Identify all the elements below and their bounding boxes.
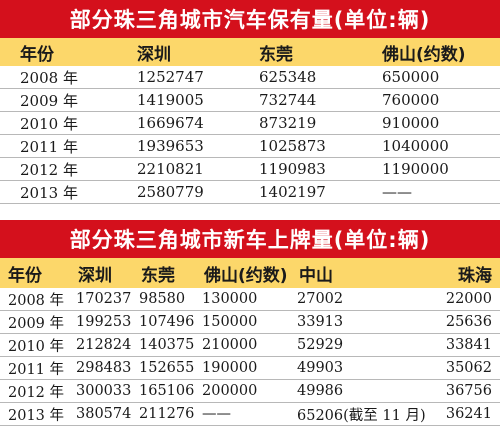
cell-dongguan: 107496 [133, 310, 196, 334]
cell-zhongshan: 33913 [291, 310, 431, 334]
header-dongguan: 东莞 [237, 38, 360, 66]
cell-foshan: 190000 [196, 356, 291, 380]
table-row: 2011 年 1939653 1025873 1040000 [0, 134, 500, 158]
header-dongguan: 东莞 [133, 258, 196, 288]
table-row: 2010 年 212824 140375 210000 52929 33841 [0, 333, 500, 357]
header-foshan: 佛山(约数) [196, 258, 291, 288]
cell-foshan: 130000 [196, 288, 291, 311]
cell-shenzhen: 2210821 [115, 157, 237, 181]
cell-zhuhai: 36241 [431, 402, 500, 426]
table-row: 2013 年 2580779 1402197 —— [0, 180, 500, 204]
cell-foshan: —— [196, 402, 291, 426]
cell-year: 2011 年 [0, 134, 115, 158]
cell-year: 2013 年 [0, 402, 70, 426]
cell-year: 2009 年 [0, 310, 70, 334]
cell-dongguan: 1190983 [237, 157, 360, 181]
cell-foshan: 910000 [360, 111, 500, 135]
new-registrations-title: 部分珠三角城市新车上牌量(单位:辆) [0, 220, 500, 258]
header-year: 年份 [0, 38, 115, 66]
cell-dongguan: 152655 [133, 356, 196, 380]
cell-year: 2009 年 [0, 88, 115, 112]
cell-foshan: 1040000 [360, 134, 500, 158]
cell-zhongshan: 27002 [291, 288, 431, 311]
cell-dongguan: 873219 [237, 111, 360, 135]
cell-zhuhai: 36756 [431, 379, 500, 403]
cell-dongguan: 732744 [237, 88, 360, 112]
new-registrations-panel: 部分珠三角城市新车上牌量(单位:辆) 年份 深圳 东莞 佛山(约数) 中山 珠海… [0, 220, 500, 429]
cell-foshan: 210000 [196, 333, 291, 357]
cell-dongguan: 211276 [133, 402, 196, 426]
cell-zhongshan: 49903 [291, 356, 431, 380]
cell-shenzhen: 170237 [70, 288, 133, 311]
header-zhuhai: 珠海 [431, 258, 500, 288]
cell-foshan: —— [360, 180, 500, 204]
cell-dongguan: 98580 [133, 288, 196, 311]
table-row: 2008 年 170237 98580 130000 27002 22000 [0, 288, 500, 311]
header-year: 年份 [0, 258, 70, 288]
cell-year: 2010 年 [0, 333, 70, 357]
table-header-row: 年份 深圳 东莞 佛山(约数) [0, 38, 500, 66]
header-foshan: 佛山(约数) [360, 38, 500, 66]
cell-year: 2011 年 [0, 356, 70, 380]
cell-year: 2008 年 [0, 66, 115, 89]
cell-shenzhen: 1669674 [115, 111, 237, 135]
cell-zhongshan: 52929 [291, 333, 431, 357]
cell-year: 2013 年 [0, 180, 115, 204]
table-header-row: 年份 深圳 东莞 佛山(约数) 中山 珠海 [0, 258, 500, 288]
table-row: 2009 年 199253 107496 150000 33913 25636 [0, 310, 500, 334]
cell-zhongshan: 65206(截至 11 月) [291, 402, 431, 426]
cell-shenzhen: 1939653 [115, 134, 237, 158]
cell-zhuhai: 35062 [431, 356, 500, 380]
cell-year: 2012 年 [0, 157, 115, 181]
table-row: 2012 年 300033 165106 200000 49986 36756 [0, 379, 500, 403]
cell-dongguan: 1402197 [237, 180, 360, 204]
cell-zhuhai: 33841 [431, 333, 500, 357]
cell-shenzhen: 199253 [70, 310, 133, 334]
table-row: 2008 年 1252747 625348 650000 [0, 66, 500, 89]
cell-foshan: 1190000 [360, 157, 500, 181]
table-row: 2013 年 380574 211276 —— 65206(截至 11 月) 3… [0, 402, 500, 426]
cell-year: 2010 年 [0, 111, 115, 135]
cell-shenzhen: 298483 [70, 356, 133, 380]
vehicle-ownership-title: 部分珠三角城市汽车保有量(单位:辆) [0, 0, 500, 38]
table-row: 2010 年 1669674 873219 910000 [0, 111, 500, 135]
cell-year: 2012 年 [0, 379, 70, 403]
cell-foshan: 650000 [360, 66, 500, 89]
cell-foshan: 200000 [196, 379, 291, 403]
cell-dongguan: 165106 [133, 379, 196, 403]
cell-zhongshan: 49986 [291, 379, 431, 403]
new-registrations-table: 年份 深圳 东莞 佛山(约数) 中山 珠海 2008 年 170237 9858… [0, 258, 500, 426]
cell-shenzhen: 1419005 [115, 88, 237, 112]
cell-shenzhen: 380574 [70, 402, 133, 426]
cell-shenzhen: 212824 [70, 333, 133, 357]
cell-foshan: 150000 [196, 310, 291, 334]
cell-foshan: 760000 [360, 88, 500, 112]
vehicle-ownership-panel: 部分珠三角城市汽车保有量(单位:辆) 年份 深圳 东莞 佛山(约数) 2008 … [0, 0, 500, 206]
cell-shenzhen: 300033 [70, 379, 133, 403]
table-row: 2011 年 298483 152655 190000 49903 35062 [0, 356, 500, 380]
header-shenzhen: 深圳 [70, 258, 133, 288]
cell-dongguan: 1025873 [237, 134, 360, 158]
table-row: 2012 年 2210821 1190983 1190000 [0, 157, 500, 181]
cell-dongguan: 140375 [133, 333, 196, 357]
cell-zhuhai: 22000 [431, 288, 500, 311]
cell-dongguan: 625348 [237, 66, 360, 89]
header-shenzhen: 深圳 [115, 38, 237, 66]
cell-zhuhai: 25636 [431, 310, 500, 334]
vehicle-ownership-table: 年份 深圳 东莞 佛山(约数) 2008 年 1252747 625348 65… [0, 38, 500, 204]
cell-year: 2008 年 [0, 288, 70, 311]
table-row: 2009 年 1419005 732744 760000 [0, 88, 500, 112]
cell-shenzhen: 2580779 [115, 180, 237, 204]
cell-shenzhen: 1252747 [115, 66, 237, 89]
header-zhongshan: 中山 [291, 258, 431, 288]
